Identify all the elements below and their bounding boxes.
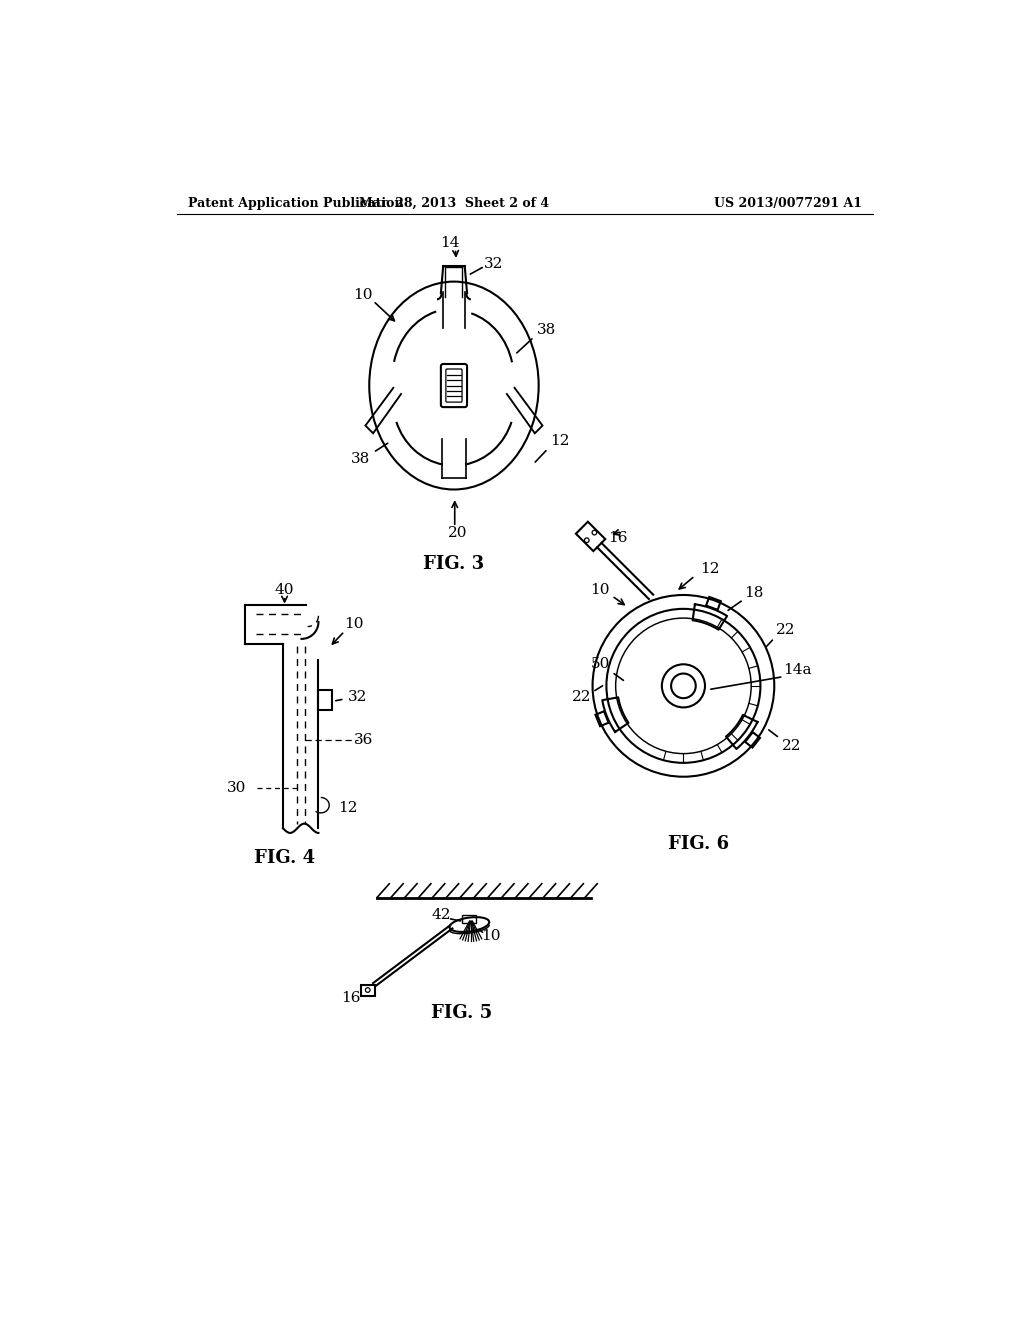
Text: 36: 36	[354, 733, 374, 747]
Text: 14: 14	[440, 236, 460, 249]
Text: 32: 32	[484, 257, 504, 271]
Text: 16: 16	[341, 991, 360, 1005]
Text: 42: 42	[432, 908, 452, 923]
Text: 38: 38	[537, 323, 556, 337]
Text: 50: 50	[591, 657, 610, 672]
Text: 32: 32	[348, 690, 368, 705]
Text: 10: 10	[481, 929, 501, 942]
Text: 12: 12	[551, 434, 570, 447]
Text: 10: 10	[353, 288, 373, 302]
Text: 10: 10	[591, 582, 610, 597]
Text: 38: 38	[350, 451, 370, 466]
Text: 30: 30	[227, 781, 247, 795]
Bar	[318, 689, 333, 710]
Text: 22: 22	[776, 623, 796, 638]
Text: 16: 16	[608, 531, 628, 545]
Text: 10: 10	[344, 618, 364, 631]
Text: FIG. 3: FIG. 3	[423, 556, 484, 573]
Text: 12: 12	[338, 800, 357, 814]
Text: 18: 18	[744, 586, 764, 601]
Bar	[360, 985, 375, 997]
Text: 12: 12	[700, 562, 720, 576]
Text: 22: 22	[572, 690, 592, 705]
Text: FIG. 5: FIG. 5	[431, 1005, 493, 1022]
Text: US 2013/0077291 A1: US 2013/0077291 A1	[714, 197, 862, 210]
Text: Mar. 28, 2013  Sheet 2 of 4: Mar. 28, 2013 Sheet 2 of 4	[358, 197, 549, 210]
Text: Patent Application Publication: Patent Application Publication	[188, 197, 403, 210]
Text: 22: 22	[781, 739, 801, 752]
Text: 40: 40	[274, 582, 294, 597]
Text: FIG. 4: FIG. 4	[254, 849, 315, 866]
Bar	[463, 915, 476, 923]
Text: FIG. 6: FIG. 6	[669, 834, 729, 853]
Text: 14a: 14a	[783, 664, 812, 677]
Text: 20: 20	[449, 527, 468, 540]
